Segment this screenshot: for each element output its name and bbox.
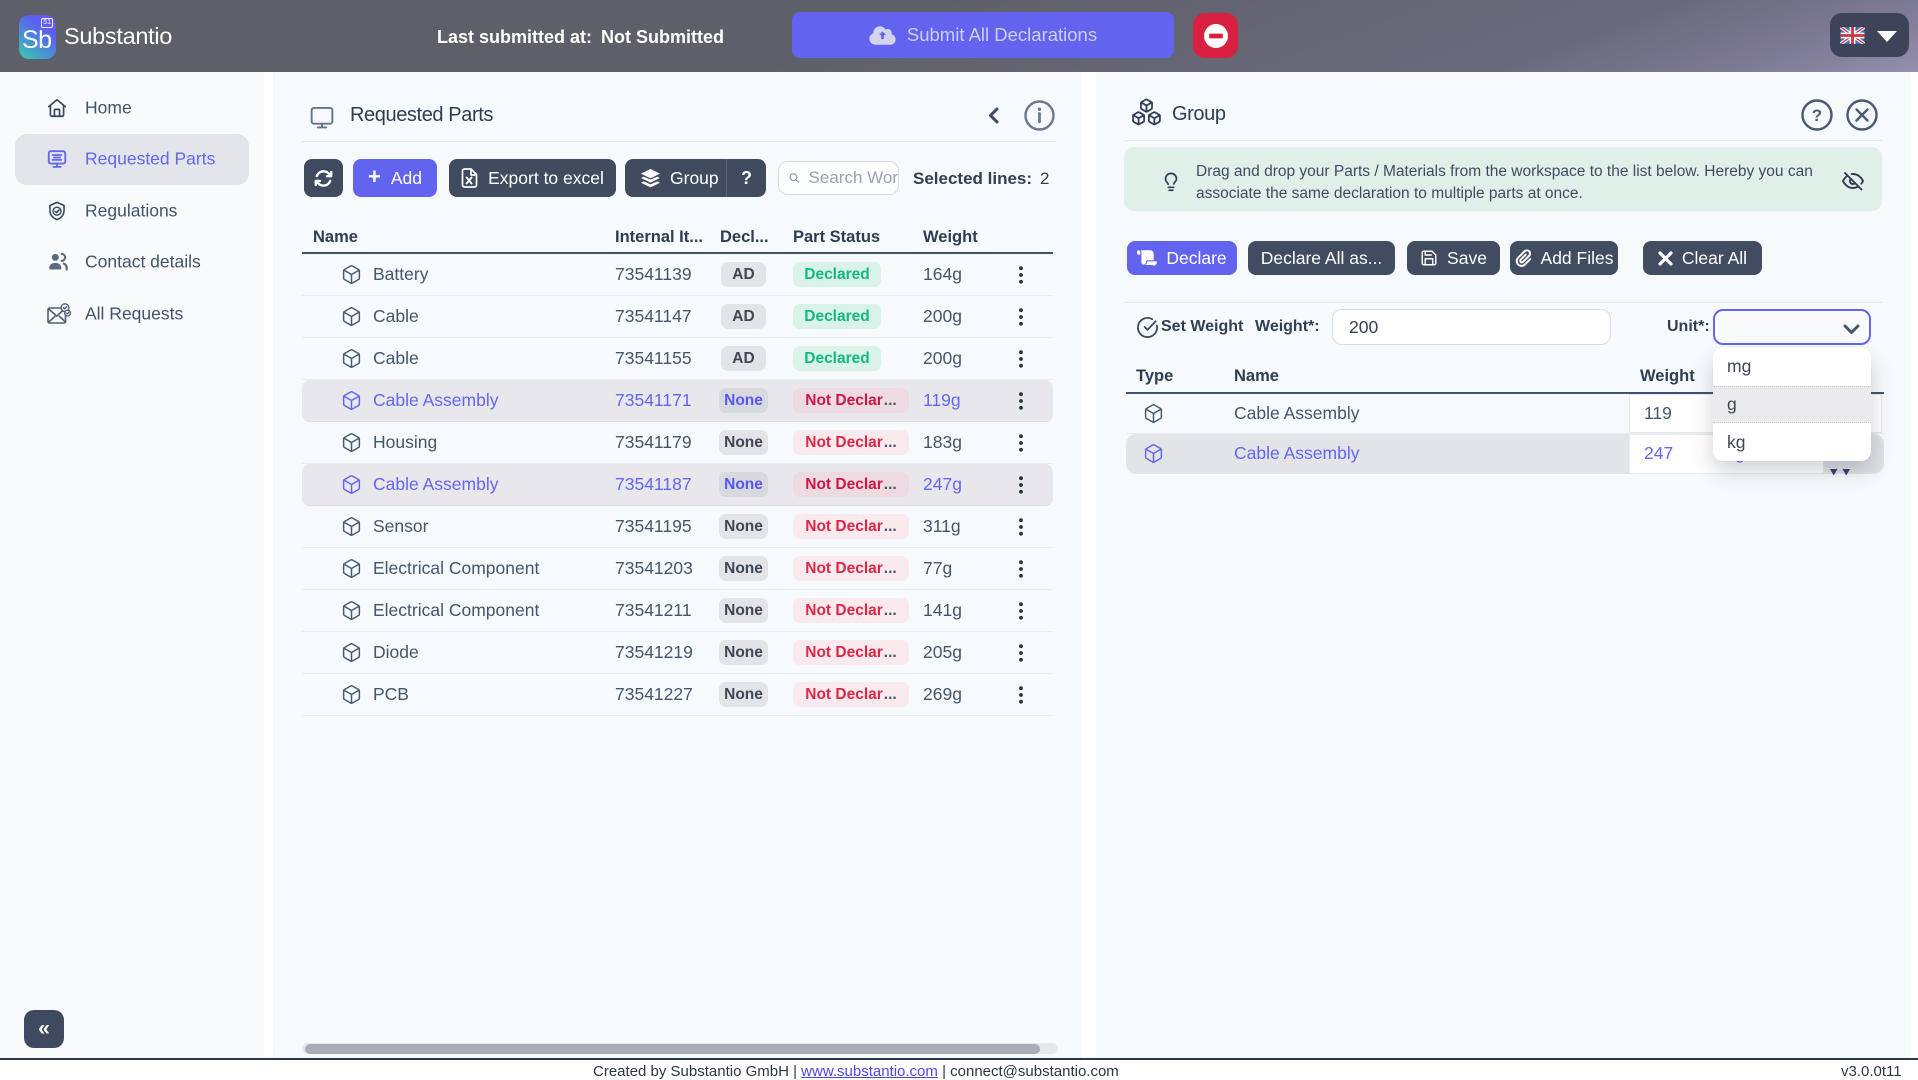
- svg-text:?: ?: [1812, 106, 1822, 125]
